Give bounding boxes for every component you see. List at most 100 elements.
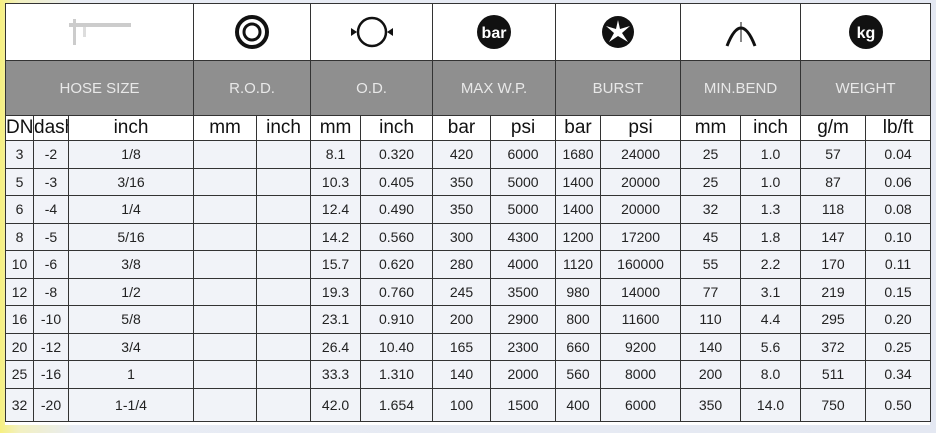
unit-header: mm (193, 115, 258, 141)
table-cell (256, 277, 312, 306)
unit-header: bar (555, 115, 602, 141)
unit-header: psi (490, 115, 557, 141)
table-cell: 1200 (555, 222, 602, 251)
table-cell: 1.0 (740, 167, 802, 196)
table-cell: 140 (680, 332, 742, 361)
table-cell: 0.10 (865, 222, 932, 251)
table-cell (256, 387, 312, 422)
table-cell: 400 (555, 387, 602, 422)
burst-icon (555, 3, 682, 61)
group-header-row: HOSE SIZE R.O.D. O.D. MAX W.P. BURST MIN… (4, 60, 932, 116)
table-cell: 1.310 (360, 360, 434, 389)
table-cell: 165 (432, 332, 492, 361)
table-cell: 55 (680, 250, 742, 279)
table-cell: 0.34 (865, 360, 932, 389)
table-cell: 2300 (490, 332, 557, 361)
table-cell (256, 305, 312, 334)
table-cell: 1500 (490, 387, 557, 422)
bend-radius-icon (680, 3, 802, 61)
table-cell: 3500 (490, 277, 557, 306)
group-hose-size: HOSE SIZE (4, 60, 195, 116)
table-cell: 295 (800, 305, 867, 334)
table-cell: 26.4 (310, 332, 362, 361)
table-cell: 2000 (490, 360, 557, 389)
table-cell: 1/4 (67, 195, 195, 224)
table-cell: 1/8 (67, 140, 195, 169)
table-cell: 32 (680, 195, 742, 224)
table-cell: 3/16 (67, 167, 195, 196)
table-cell: 4300 (490, 222, 557, 251)
table-cell: 14.0 (740, 387, 802, 422)
table-cell: 350 (432, 195, 492, 224)
table-cell: 0.760 (360, 277, 434, 306)
table-row: 20 -12 3/4 26.4 10.40 165 2300 660 9200 140 5.6 372… (5, 332, 932, 361)
table-cell: 0.910 (360, 305, 434, 334)
table-cell: 1680 (555, 140, 602, 169)
table-cell: 200 (432, 305, 492, 334)
table-row: 3 -2 1/8 8.1 0.320 420 6000 1680 24000 25 1.0 57 0.0… (5, 140, 932, 169)
table-cell (193, 277, 258, 306)
table-cell: 0.320 (360, 140, 434, 169)
table-cell: 33.3 (310, 360, 362, 389)
table-cell: 372 (800, 332, 867, 361)
table-cell (256, 250, 312, 279)
table-cell (193, 195, 258, 224)
hose-spec-table: bar kg HOSE SIZE R.O.D. O.D. MAX W.P. BU… (4, 3, 932, 422)
table-cell: 6000 (600, 387, 682, 422)
table-cell: 0.04 (865, 140, 932, 169)
group-weight: WEIGHT (800, 60, 932, 116)
table-cell: 6 (5, 195, 34, 224)
table-cell: 1.654 (360, 387, 434, 422)
table-cell (193, 140, 258, 169)
table-cell: 1/2 (67, 277, 195, 306)
table-row: 6 -4 1/4 12.4 0.490 350 5000 1400 20000 32 1.3 118 0… (5, 195, 932, 224)
table-cell: 1.8 (740, 222, 802, 251)
table-cell (256, 140, 312, 169)
table-row: 12 -8 1/2 19.3 0.760 245 3500 980 14000 77 3.1 219 0… (5, 277, 932, 306)
table-cell: -10 (33, 305, 69, 334)
table-cell: 23.1 (310, 305, 362, 334)
unit-header: lb/ft (865, 115, 932, 141)
table-cell: 0.620 (360, 250, 434, 279)
table-cell (256, 332, 312, 361)
table-cell: 0.11 (865, 250, 932, 279)
table-cell: 170 (800, 250, 867, 279)
table-cell: 57 (800, 140, 867, 169)
table-cell: 420 (432, 140, 492, 169)
table-row: 5 -3 3/16 10.3 0.405 350 5000 1400 20000 25 1.0 87 0… (5, 167, 932, 196)
table-cell: 0.08 (865, 195, 932, 224)
svg-text:kg: kg (856, 25, 875, 42)
unit-header: g/m (800, 115, 867, 141)
table-cell: 8 (5, 222, 34, 251)
table-cell (256, 360, 312, 389)
svg-text:bar: bar (482, 25, 507, 42)
unit-header: inch (740, 115, 802, 141)
table-cell: -3 (33, 167, 69, 196)
table-cell: 1400 (555, 167, 602, 196)
table-cell: 110 (680, 305, 742, 334)
group-burst: BURST (555, 60, 682, 116)
table-cell (256, 222, 312, 251)
group-min-bend: MIN.BEND (680, 60, 802, 116)
table-cell: 0.06 (865, 167, 932, 196)
table-cell: 5 (5, 167, 34, 196)
table-cell: 17200 (600, 222, 682, 251)
icon-row: bar kg (4, 3, 932, 61)
table-row: 25 -16 1 33.3 1.310 140 2000 560 8000 200 8.0 511 0.… (5, 360, 932, 389)
table-cell: 4.4 (740, 305, 802, 334)
table-cell: 0.490 (360, 195, 434, 224)
table-cell: 147 (800, 222, 867, 251)
table-cell: 1-1/4 (67, 387, 195, 422)
table-cell: -8 (33, 277, 69, 306)
table-cell: 660 (555, 332, 602, 361)
unit-header: mm (680, 115, 742, 141)
unit-header: DN (5, 115, 34, 141)
unit-header: dash (33, 115, 69, 141)
table-cell: 100 (432, 387, 492, 422)
outer-diameter-icon (310, 3, 434, 61)
table-cell: 3.1 (740, 277, 802, 306)
kg-weight-icon: kg (800, 3, 932, 61)
bar-pressure-icon: bar (432, 3, 557, 61)
table-cell: 1.3 (740, 195, 802, 224)
table-cell: 8.0 (740, 360, 802, 389)
